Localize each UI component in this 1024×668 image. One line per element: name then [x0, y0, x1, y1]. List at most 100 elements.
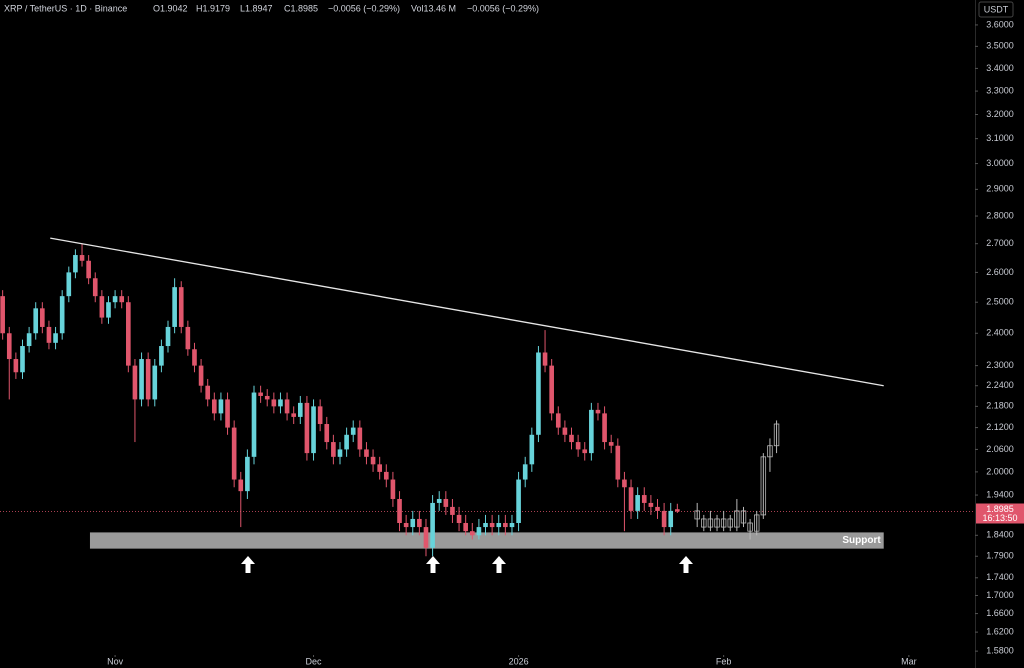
- symbol: XRP / TetherUS · 1D · Binance: [4, 3, 127, 13]
- candle-body: [760, 456, 767, 516]
- candle-body: [668, 510, 674, 528]
- y-tick-label: 3.5000: [986, 41, 1014, 51]
- ohlc-high: H1.9179: [196, 3, 230, 13]
- y-tick-label: 2.0600: [986, 444, 1014, 454]
- y-tick-label: 2.0000: [986, 466, 1014, 476]
- last-price-label: 1.8985: [986, 504, 1014, 514]
- candle-body: [324, 424, 330, 443]
- x-tick-label: Nov: [107, 656, 124, 666]
- candle-body: [410, 518, 416, 528]
- candle-body: [119, 296, 125, 303]
- candle-body: [390, 479, 396, 499]
- candle-body: [99, 296, 105, 318]
- candle-body: [417, 518, 422, 528]
- candle-body: [602, 413, 607, 443]
- y-tick-label: 2.1200: [986, 422, 1014, 432]
- change: −0.0056 (−0.29%): [328, 3, 400, 13]
- candle-body: [773, 423, 780, 447]
- y-tick-label: 1.6600: [986, 608, 1014, 618]
- candle-body: [132, 365, 138, 400]
- candle-body: [503, 523, 508, 528]
- y-tick-label: 2.2400: [986, 380, 1014, 390]
- y-tick-label: 3.4000: [986, 63, 1014, 73]
- candle-body: [569, 434, 574, 443]
- candle-body: [456, 514, 462, 524]
- candle-body: [304, 402, 310, 454]
- candle-body: [707, 518, 714, 528]
- candle-body: [589, 409, 594, 454]
- candle-body: [542, 352, 548, 366]
- candle-body: [496, 523, 502, 528]
- candle-body: [0, 296, 5, 334]
- candle-body: [20, 346, 25, 373]
- plot: [0, 237, 975, 557]
- candle-body: [383, 471, 389, 480]
- candle-body: [675, 509, 680, 512]
- candle-body: [529, 434, 535, 465]
- y-tick-label: 3.1000: [986, 133, 1014, 143]
- candle-body: [13, 359, 19, 373]
- candle-body: [582, 449, 588, 454]
- candle-body: [615, 445, 621, 480]
- candle-body: [575, 442, 581, 450]
- y-tick-label: 1.7000: [986, 590, 1014, 600]
- candle-body: [311, 406, 316, 454]
- candle-body: [152, 365, 158, 400]
- volume: Vol13.46 M: [411, 3, 456, 13]
- candle-body: [106, 302, 111, 318]
- candle-body: [46, 326, 52, 343]
- candle-body: [720, 518, 727, 528]
- candle-body: [562, 427, 568, 435]
- candle-body: [364, 449, 369, 457]
- x-tick-label: Mar: [901, 656, 917, 666]
- trendline: [50, 237, 884, 387]
- header: XRP / TetherUS · 1D · Binance O1.9042 H1…: [4, 3, 539, 13]
- candle-body: [53, 333, 58, 343]
- candle-body: [463, 523, 468, 532]
- up-arrow: [679, 556, 693, 573]
- candle-body: [172, 287, 177, 327]
- candle-body: [317, 406, 323, 425]
- y-tick-label: 2.6000: [986, 267, 1014, 277]
- candle-body: [59, 296, 65, 334]
- candle-body: [377, 464, 382, 472]
- candle-body: [655, 506, 660, 511]
- candle-body: [555, 413, 561, 428]
- arrows: [241, 556, 693, 573]
- candle-body: [423, 527, 429, 548]
- y-tick-label: 3.0000: [986, 158, 1014, 168]
- candle-body: [225, 399, 230, 428]
- y-tick-label: 1.5800: [986, 646, 1014, 656]
- candle-body: [218, 399, 224, 414]
- candle-body: [608, 442, 614, 446]
- candle-body: [112, 296, 118, 303]
- candle-body: [450, 506, 455, 515]
- candle-body: [536, 352, 541, 435]
- currency-box[interactable]: [978, 1, 1014, 18]
- ohlc-close: C1.8985: [284, 3, 318, 13]
- candle-body: [727, 518, 733, 528]
- candle-body: [26, 333, 32, 347]
- candle-body: [185, 326, 191, 350]
- candle-body: [350, 427, 356, 435]
- candle-body: [436, 498, 442, 503]
- x-tick-label: Feb: [716, 656, 732, 666]
- y-tick-label: 2.9000: [986, 184, 1014, 194]
- ohlc-open: O1.9042: [153, 3, 188, 13]
- candle-body: [469, 531, 475, 536]
- candle-body: [92, 278, 98, 297]
- candle-body: [747, 522, 753, 532]
- candle-body: [661, 510, 667, 528]
- candle-body: [251, 392, 257, 457]
- candle-body: [297, 402, 303, 417]
- currency[interactable]: USDT: [984, 4, 1009, 14]
- candle-body: [397, 498, 402, 524]
- candle-body: [159, 346, 164, 366]
- candle-body: [238, 479, 244, 492]
- candle-body: [430, 502, 435, 548]
- candle-body: [767, 445, 773, 458]
- up-arrow: [492, 556, 506, 573]
- support-label: Support: [842, 535, 881, 546]
- y-tick-label: 1.7900: [986, 551, 1014, 561]
- candle-body: [73, 255, 78, 273]
